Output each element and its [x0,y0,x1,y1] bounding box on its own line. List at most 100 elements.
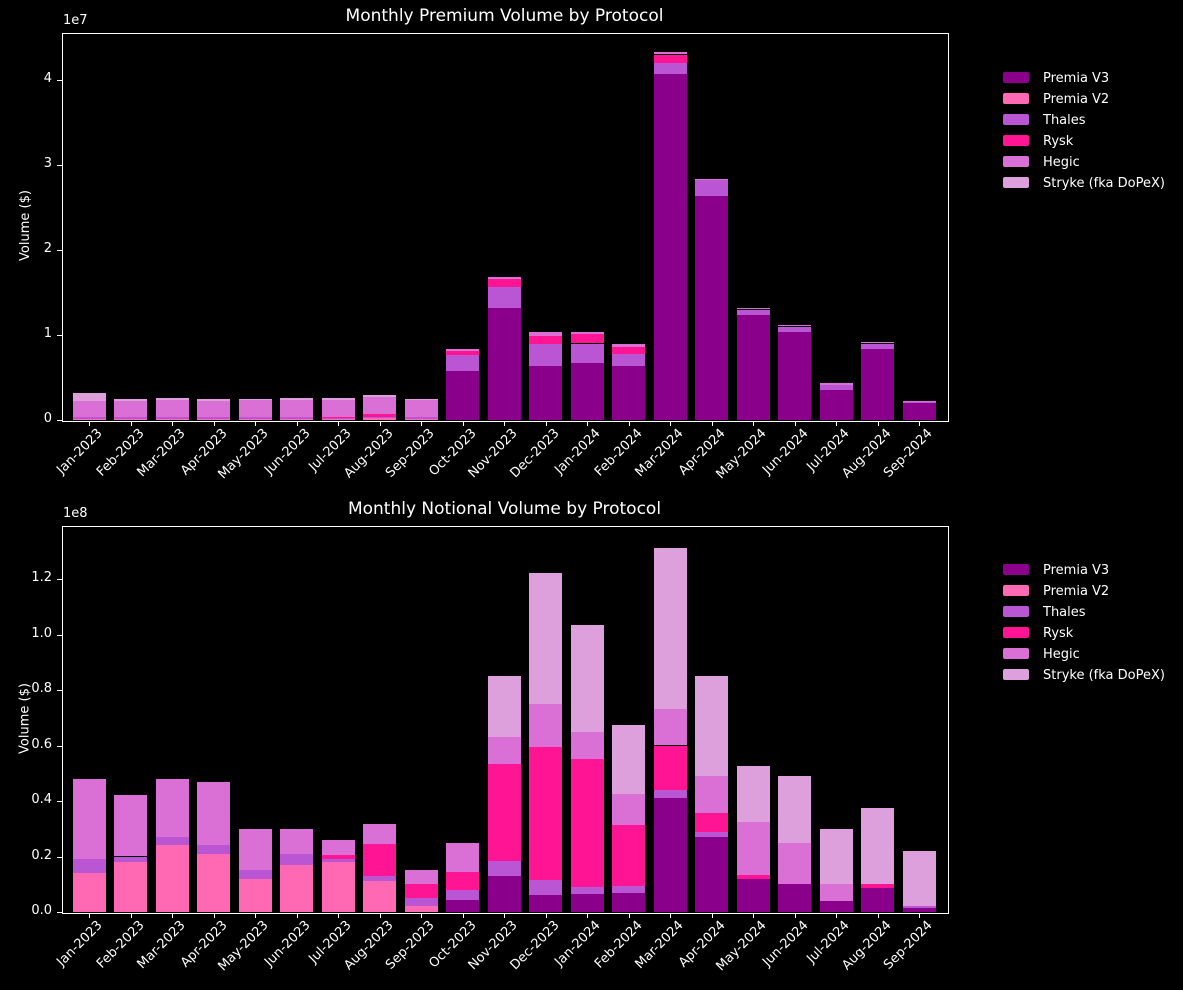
bar-segment-thales [902,906,936,908]
bar-segment-premia-v3 [446,370,480,420]
bar-segment-premia-v3 [446,899,480,912]
legend-entry: Stryke (fka DoPeX) [1003,665,1183,686]
y-tick-mark [57,579,62,580]
x-tick-mark [753,913,755,918]
x-tick-mark [670,421,672,426]
y-tick-mark [57,912,62,913]
bar-segment-stryke-fka-dopex- [529,573,563,704]
y-tick-mark [57,801,62,802]
legend-label: Thales [1043,605,1086,620]
bar-segment-hegic [778,324,812,327]
bar-segment-thales [736,309,770,315]
bar-segment-premia-v2 [321,419,355,420]
x-tick-mark [628,421,630,426]
bar-segment-hegic [612,794,646,825]
legend-swatch-thales [1003,606,1029,617]
legend-entry: Thales [1003,110,1183,131]
legend-swatch-stryke-fka-dopex- [1003,669,1029,680]
bar-segment-rysk [570,334,604,344]
bar-segment-thales [321,859,355,863]
x-tick-mark [587,421,589,426]
bar-segment-thales [570,343,604,364]
legend-label: Hegic [1043,647,1080,662]
y-tick-mark [57,165,62,166]
legend-swatch-premia-v2 [1003,93,1029,104]
bar-segment-premia-v2 [280,419,314,420]
bar-segment-hegic [197,781,231,846]
legend-entry: Premia V3 [1003,560,1183,581]
bar-segment-thales [404,898,438,907]
bar-segment-hegic [238,828,272,871]
x-tick-mark [213,421,215,426]
bar-segment-stryke-fka-dopex- [155,397,189,401]
bar-segment-hegic [487,277,521,279]
bar-segment-thales [653,789,687,799]
bar-segment-rysk [861,884,895,889]
y-tick-label: 0.6 [31,736,52,752]
bar-segment-thales [321,417,355,420]
bar-segment-thales [446,355,480,371]
bar-segment-premia-v2 [72,873,106,912]
x-tick-mark [379,421,381,426]
x-tick-mark [255,421,257,426]
bar-segment-stryke-fka-dopex- [819,828,853,885]
y-tick-label: 2 [43,241,52,256]
x-tick-mark [462,421,464,426]
bar-segment-rysk [653,745,687,790]
bar-segment-premia-v2 [197,853,231,912]
x-tick-mark [296,421,298,426]
bar-segment-rysk [612,824,646,886]
bar-segment-premia-v3 [819,390,853,420]
bar-segment-premia-v3 [778,332,812,420]
legend-label: Premia V3 [1043,563,1110,578]
bar-segment-thales [778,326,812,333]
bar-segment-thales [197,417,231,420]
bar-segment-premia-v3 [653,798,687,912]
bar-segment-premia-v3 [570,363,604,420]
x-tick-mark [462,913,464,918]
bar-segment-hegic [653,709,687,746]
y-tick-label: 0.4 [31,792,52,807]
bar-segment-rysk [736,874,770,879]
bar-segment-hegic [363,397,397,415]
bar-segment-thales [114,417,148,420]
x-tick-mark [504,421,506,426]
legend-entry: Premia V2 [1003,581,1183,602]
bar-segment-rysk [529,746,563,881]
bar-segment-thales [238,870,272,879]
bar-segment-hegic [736,821,770,875]
y-tick-mark [57,745,62,747]
bar-segment-rysk [446,871,480,890]
legend-swatch-thales [1003,114,1029,125]
bar-segment-rysk [529,335,563,345]
y-tick-label: 1 [43,326,52,341]
bar-segment-premia-v3 [487,875,521,912]
bar-segment-stryke-fka-dopex- [570,624,604,732]
bar-segment-rysk [695,813,729,832]
bar-segment-stryke-fka-dopex- [861,807,895,885]
bar-segment-stryke-fka-dopex- [197,398,231,402]
x-tick-mark [670,913,672,918]
legend-entry: Hegic [1003,644,1183,665]
bar-segment-hegic [819,884,853,901]
y-tick-label: 4 [43,71,52,86]
x-tick-mark [628,913,630,918]
premium-y-offset-label: 1e7 [63,13,88,28]
notional-chart-title: Monthly Notional Volume by Protocol [347,499,662,519]
bar-segment-stryke-fka-dopex- [778,776,812,843]
bar-segment-hegic [570,731,604,760]
bar-segment-premia-v2 [72,419,106,420]
bar-segment-stryke-fka-dopex- [487,676,521,738]
bar-segment-thales [155,417,189,420]
bar-segment-premia-v2 [197,419,231,420]
bar-segment-premia-v3 [902,907,936,912]
bar-segment-hegic [487,737,521,764]
bar-segment-thales [155,837,189,846]
bar-segment-thales [695,180,729,196]
bar-segment-premia-v2 [238,878,272,912]
bar-segment-rysk [653,54,687,63]
legend-label: Premia V2 [1043,92,1110,107]
bar-segment-hegic [155,778,189,838]
bar-segment-hegic [155,400,189,418]
